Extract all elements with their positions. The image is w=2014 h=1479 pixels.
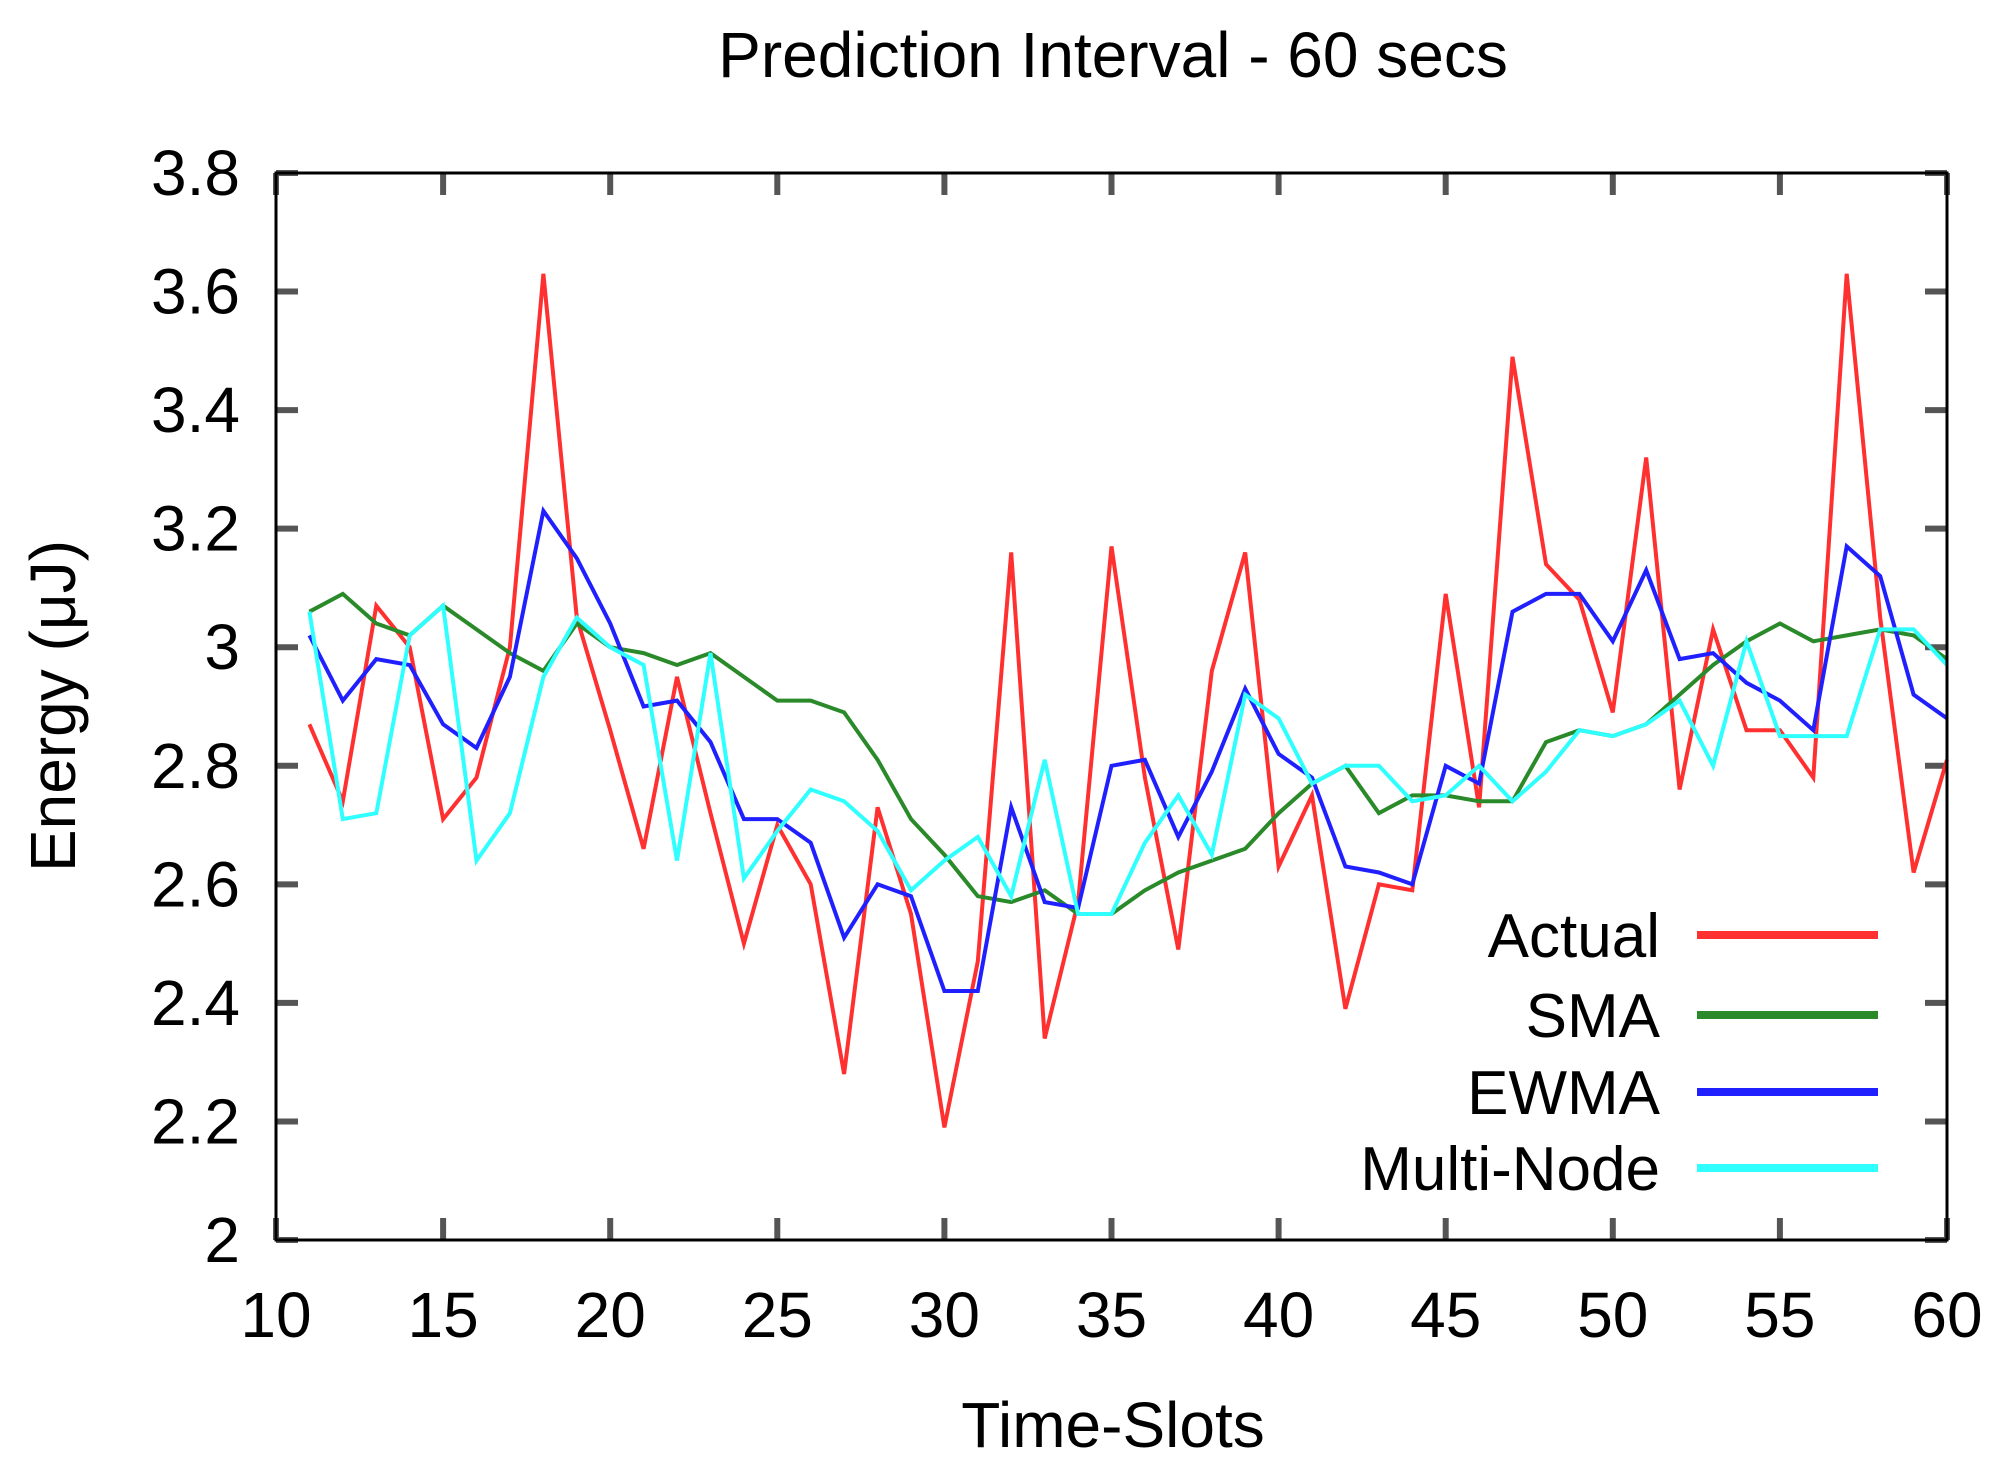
series-line-actual (307, 273, 1949, 1128)
y-tick-label: 2.4 (151, 967, 240, 1039)
x-tick-label: 25 (742, 1279, 813, 1351)
series-line-ewma (307, 505, 1949, 993)
y-tick-label: 2.6 (151, 848, 240, 920)
x-axis-label: Time-Slots (961, 1389, 1264, 1461)
legend-label-sma: SMA (1526, 982, 1661, 1051)
x-tick-label: 10 (240, 1279, 311, 1351)
legend-label-ewma: EWMA (1467, 1059, 1661, 1128)
y-tick-label: 2.2 (151, 1085, 240, 1157)
x-tick-label: 50 (1577, 1279, 1648, 1351)
x-tick-label: 40 (1243, 1279, 1314, 1351)
series-line-multi-node (307, 601, 1949, 916)
y-tick-label: 3.4 (151, 374, 240, 446)
y-axis-label: Energy (μJ) (17, 540, 89, 872)
x-tick-label: 35 (1076, 1279, 1147, 1351)
x-tick-label: 15 (408, 1279, 479, 1351)
series-lines (307, 273, 1949, 1128)
y-tick-label: 2 (204, 1204, 240, 1276)
series-line-sma (308, 591, 1949, 916)
y-tick-label: 3.8 (151, 137, 240, 209)
x-tick-label: 60 (1911, 1279, 1982, 1351)
legend-label-actual: Actual (1488, 902, 1660, 971)
legend-label-multi-node: Multi-Node (1360, 1135, 1660, 1204)
x-tick-label: 30 (909, 1279, 980, 1351)
x-tick-label: 55 (1744, 1279, 1815, 1351)
plot-frame (274, 171, 1949, 1242)
y-tick-label: 2.8 (151, 730, 240, 802)
x-tick-label: 45 (1410, 1279, 1481, 1351)
tick-labels: 10 15 20 25 30 35 40 45 50 55 60 2 2.2 2.4 2.6 2.8 3 3.2 3… (151, 137, 1983, 1351)
legend: Actual SMA EWMA Multi-Node (1360, 902, 1878, 1204)
x-tick-label: 20 (575, 1279, 646, 1351)
y-tick-label: 3 (204, 611, 240, 683)
chart-title: Prediction Interval - 60 secs (718, 19, 1508, 91)
y-tick-label: 3.6 (151, 256, 240, 328)
y-tick-label: 3.2 (151, 493, 240, 565)
